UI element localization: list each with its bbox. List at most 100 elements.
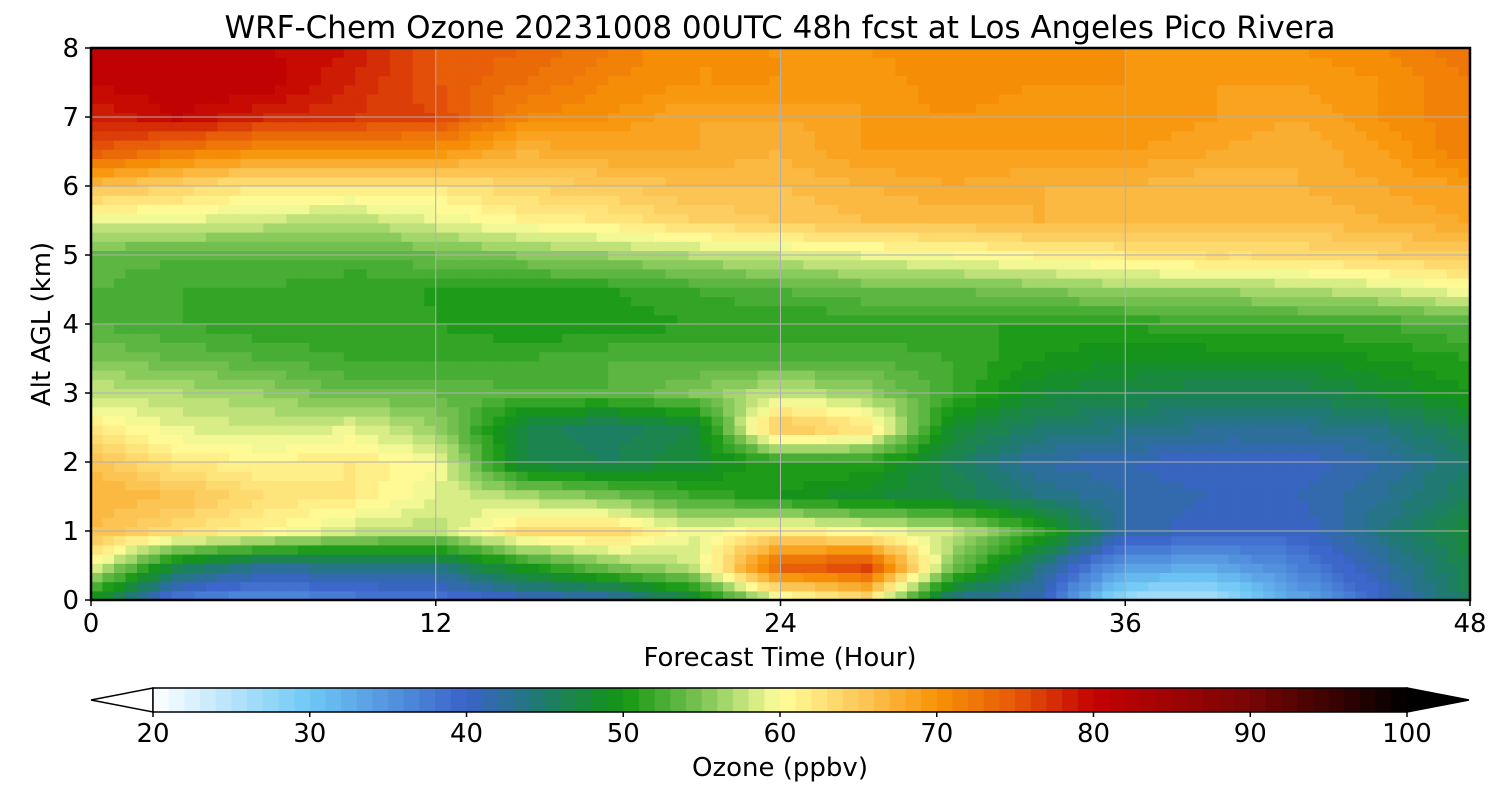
heatmap-cell	[1366, 259, 1379, 270]
heatmap-cell	[1355, 563, 1368, 573]
heatmap-cell	[1113, 232, 1126, 242]
heatmap-cell	[91, 370, 104, 380]
heatmap-cell	[516, 508, 529, 518]
heatmap-cell	[1090, 498, 1103, 509]
heatmap-cell	[159, 462, 173, 472]
heatmap-cell	[228, 489, 241, 500]
heatmap-cell	[872, 370, 885, 380]
heatmap-cell	[619, 554, 632, 564]
heatmap-cell	[849, 278, 862, 288]
heatmap-cell	[964, 563, 977, 573]
heatmap-cell	[355, 287, 368, 297]
heatmap-cell	[1217, 397, 1230, 408]
heatmap-cell	[412, 370, 425, 380]
heatmap-cell	[711, 296, 724, 307]
heatmap-cell	[998, 296, 1011, 307]
heatmap-cell	[654, 268, 667, 279]
heatmap-cell	[481, 379, 494, 389]
heatmap-cell	[1424, 544, 1437, 555]
heatmap-cell	[837, 443, 851, 454]
heatmap-cell	[654, 314, 667, 325]
heatmap-cell	[849, 480, 862, 491]
heatmap-cell	[1401, 508, 1414, 518]
heatmap-cell	[274, 563, 287, 573]
heatmap-cell	[1125, 544, 1138, 555]
heatmap-cell	[251, 508, 264, 518]
heatmap-cell	[975, 544, 988, 555]
heatmap-cell	[757, 287, 770, 297]
heatmap-cell	[1125, 379, 1138, 389]
heatmap-cell	[1320, 324, 1333, 334]
heatmap-cell	[91, 287, 104, 297]
heatmap-cell	[470, 480, 483, 491]
heatmap-cell	[148, 471, 161, 481]
heatmap-cell	[665, 324, 678, 334]
heatmap-cell	[366, 370, 379, 380]
heatmap-cell	[1240, 333, 1253, 343]
heatmap-cell	[470, 232, 483, 242]
heatmap-cell	[1194, 406, 1207, 417]
heatmap-cell	[343, 452, 356, 463]
heatmap-cell	[516, 342, 529, 353]
heatmap-cell	[631, 259, 644, 270]
heatmap-cell	[1010, 517, 1023, 527]
heatmap-cell	[458, 480, 471, 491]
heatmap-cell	[964, 416, 977, 426]
heatmap-cell	[1079, 452, 1092, 463]
heatmap-cell	[401, 462, 414, 472]
heatmap-cell	[1010, 434, 1023, 445]
heatmap-cell	[389, 563, 402, 573]
heatmap-cell	[791, 314, 805, 325]
heatmap-cell	[849, 498, 862, 509]
heatmap-cell	[803, 462, 816, 472]
heatmap-cell	[343, 406, 356, 417]
heatmap-cell	[113, 296, 127, 307]
heatmap-cell	[481, 572, 494, 583]
heatmap-cell	[447, 397, 460, 408]
heatmap-cell	[263, 278, 276, 288]
heatmap-cell	[1217, 241, 1230, 251]
heatmap-cell	[228, 305, 241, 316]
heatmap-cell	[1067, 268, 1080, 279]
heatmap-cell	[458, 333, 471, 343]
heatmap-cell	[1263, 278, 1276, 288]
heatmap-cell	[297, 379, 310, 389]
heatmap-cell	[504, 517, 517, 527]
heatmap-cell	[194, 305, 207, 316]
heatmap-cell	[929, 452, 942, 463]
heatmap-cell	[148, 416, 161, 426]
heatmap-cell	[711, 535, 724, 546]
heatmap-cell	[1251, 241, 1264, 251]
heatmap-cell	[964, 213, 977, 224]
heatmap-cell	[826, 222, 839, 233]
heatmap-cell	[998, 333, 1011, 343]
heatmap-cell	[343, 370, 356, 380]
heatmap-cell	[1332, 452, 1345, 463]
heatmap-cell	[240, 517, 253, 527]
heatmap-cell	[1079, 443, 1092, 454]
heatmap-cell	[711, 498, 724, 509]
heatmap-cell	[1228, 406, 1241, 417]
heatmap-cell	[539, 590, 552, 600]
heatmap-cell	[194, 581, 207, 592]
heatmap-cell	[205, 259, 219, 270]
heatmap-cell	[929, 572, 942, 583]
heatmap-cell	[952, 406, 965, 417]
heatmap-cell	[1079, 498, 1092, 509]
heatmap-cell	[688, 379, 701, 389]
heatmap-cell	[895, 535, 908, 546]
heatmap-cell	[1044, 452, 1057, 463]
heatmap-cell	[1113, 379, 1126, 389]
heatmap-cell	[481, 517, 494, 527]
heatmap-cell	[952, 241, 965, 251]
heatmap-cell	[941, 278, 954, 288]
heatmap-cell	[791, 222, 805, 233]
heatmap-cell	[401, 287, 414, 297]
heatmap-cell	[837, 462, 851, 472]
heatmap-cell	[205, 333, 219, 343]
heatmap-cell	[539, 314, 552, 325]
heatmap-cell	[952, 544, 965, 555]
heatmap-cell	[1136, 241, 1149, 251]
heatmap-cell	[654, 296, 667, 307]
heatmap-cell	[481, 544, 494, 555]
